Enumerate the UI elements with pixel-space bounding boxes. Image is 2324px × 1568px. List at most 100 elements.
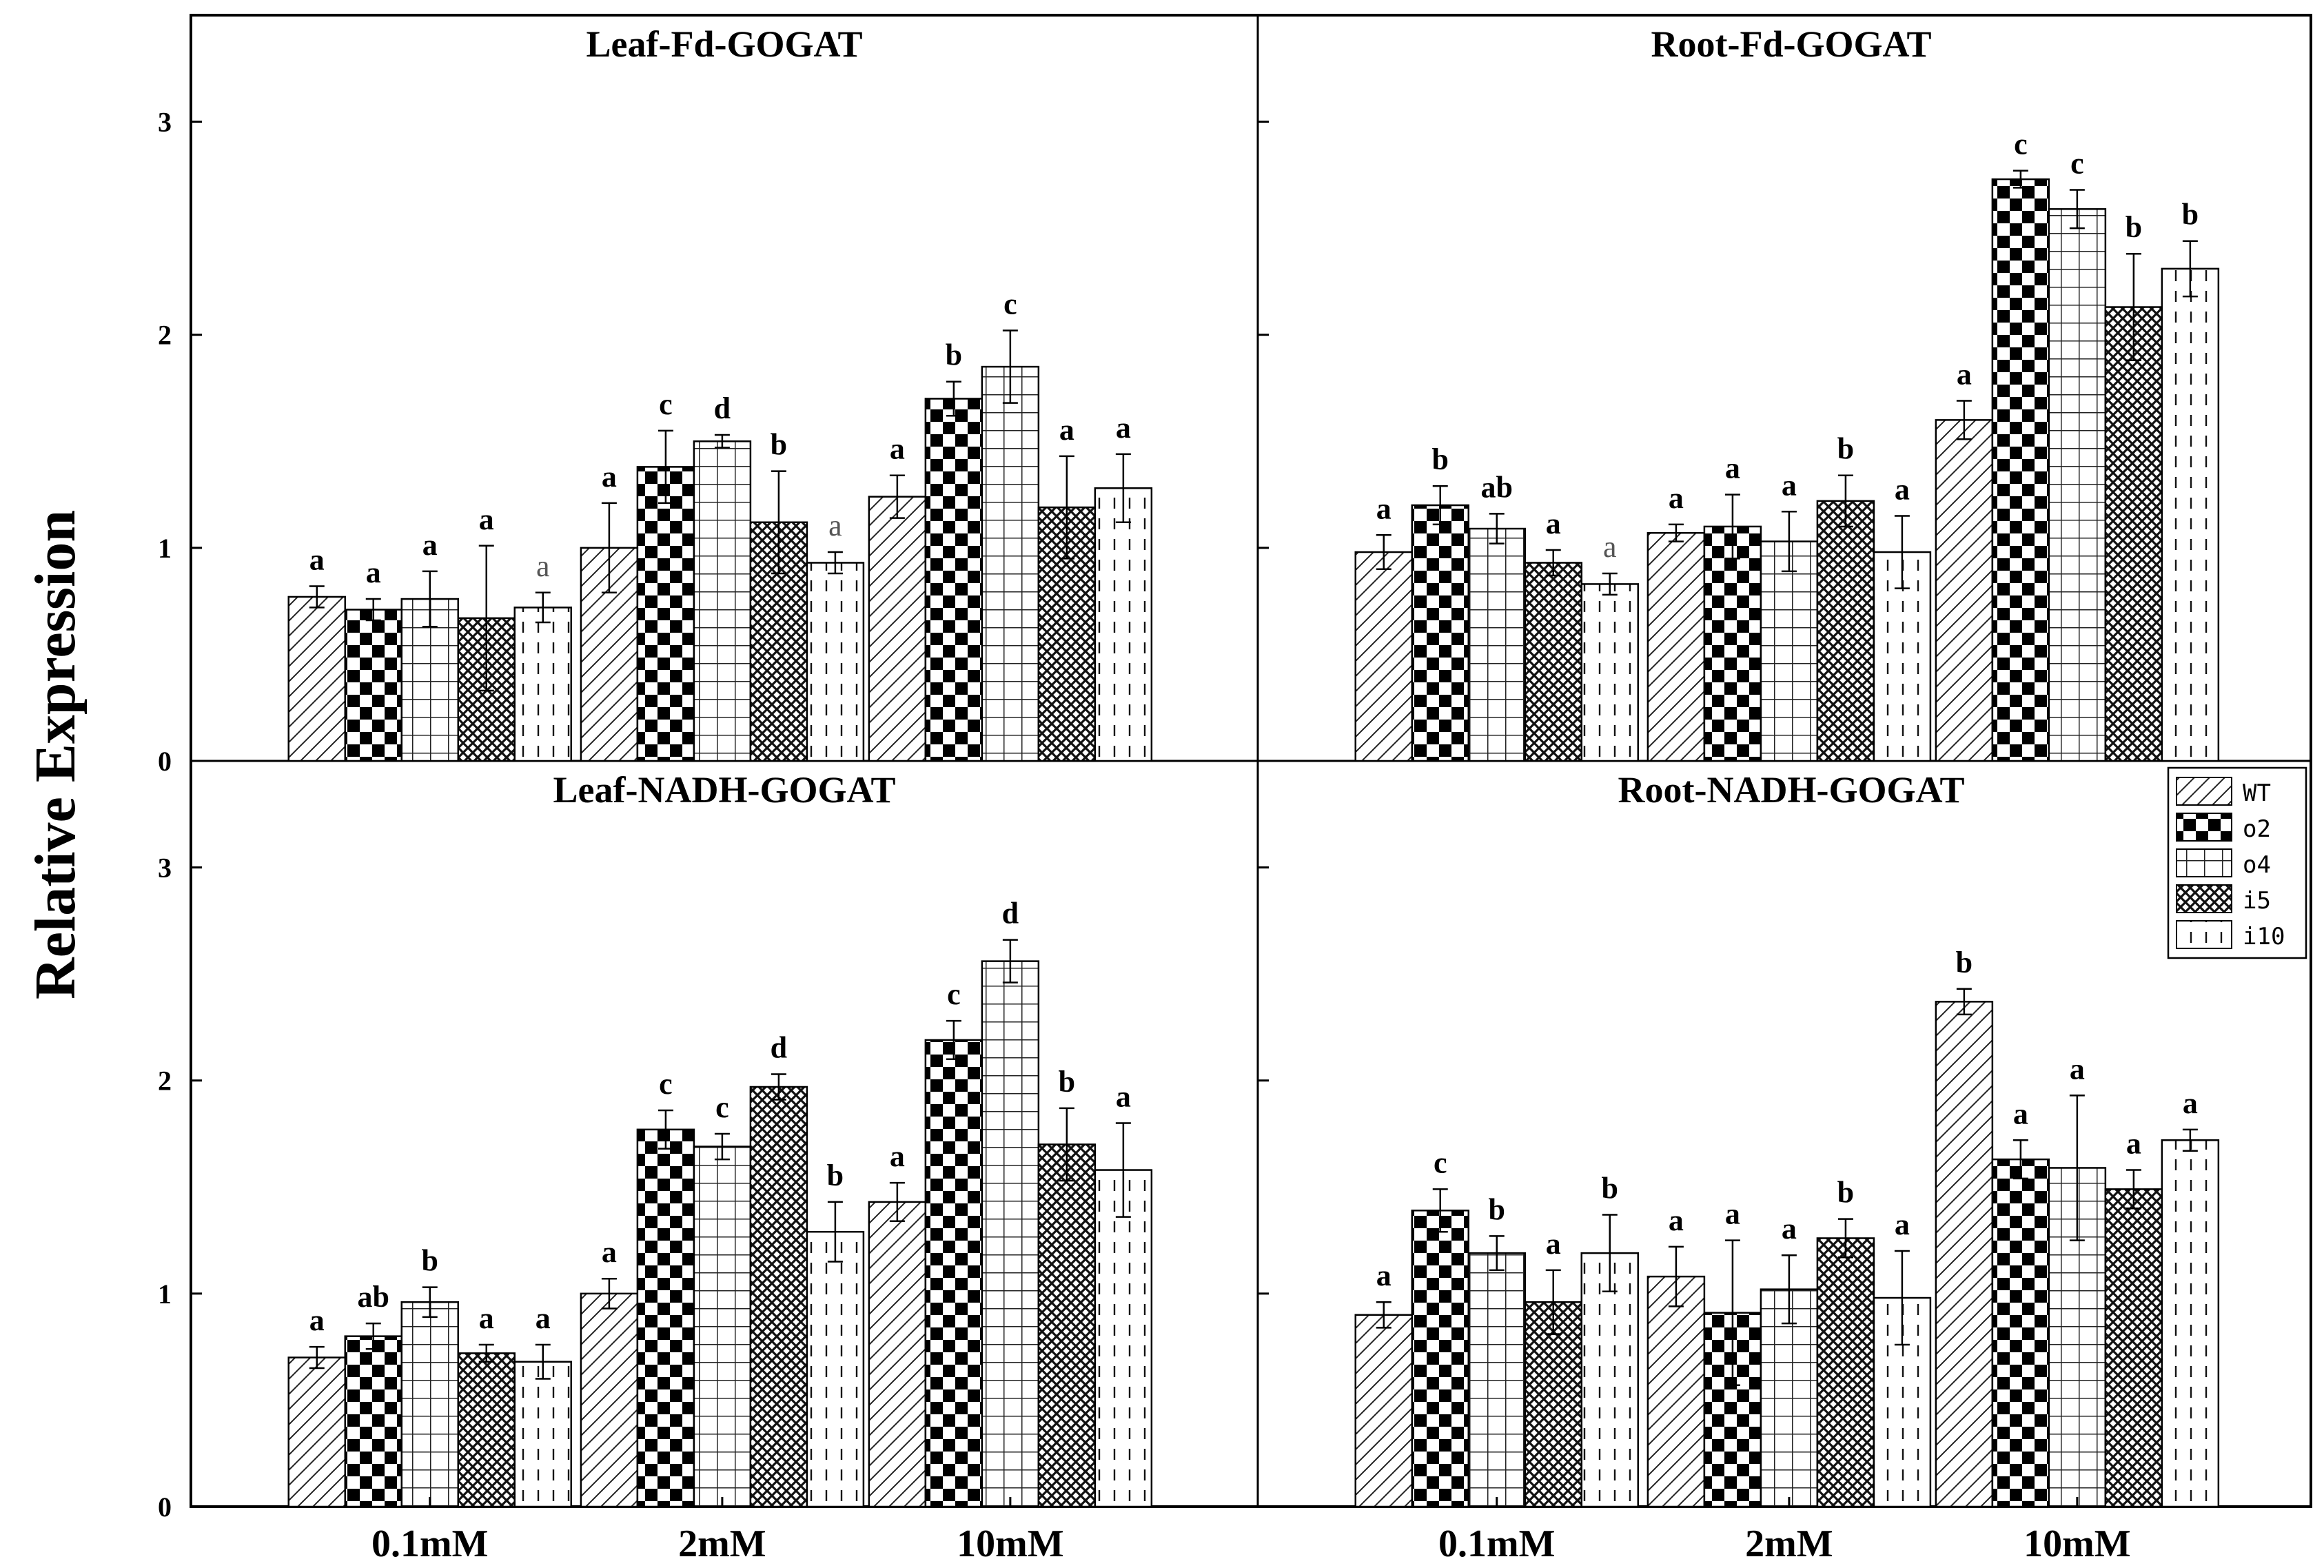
- significance-label: a: [536, 1301, 551, 1335]
- x-category-label-2mm: 2mM: [1745, 1523, 1833, 1565]
- bar-root-fd-gogat-2mm-i5: [1816, 500, 1875, 762]
- significance-label: a: [1546, 1227, 1561, 1261]
- significance-label: c: [2070, 146, 2084, 180]
- bar-root-nadh-gogat-0-1mm-o4: [1467, 1252, 1527, 1508]
- bar-root-nadh-gogat-10mm-wt: [1935, 1001, 1994, 1508]
- legend-label-wt: WT: [2243, 780, 2271, 807]
- significance-label: a: [309, 1303, 325, 1337]
- panel-title-root-nadh-gogat: Root-NADH-GOGAT: [1618, 769, 1965, 811]
- significance-label: b: [1956, 946, 1973, 979]
- bar-root-fd-gogat-0-1mm-i10: [1580, 583, 1640, 762]
- significance-label: ab: [358, 1280, 389, 1314]
- legend-swatch-o2: [2176, 813, 2232, 842]
- bar-leaf-nadh-gogat-0-1mm-o2: [344, 1335, 403, 1508]
- significance-label: a: [602, 460, 617, 493]
- significance-label: c: [715, 1090, 729, 1124]
- bar-root-nadh-gogat-2mm-wt: [1647, 1275, 1706, 1508]
- bar-leaf-nadh-gogat-2mm-o4: [693, 1146, 752, 1508]
- legend-label-o2: o2: [2243, 815, 2271, 843]
- significance-label: a: [1669, 1203, 1684, 1237]
- legend-swatch-i10: [2176, 920, 2232, 949]
- significance-label: a: [1782, 468, 1797, 502]
- significance-label: a: [2070, 1052, 2085, 1086]
- significance-label: a: [366, 556, 381, 589]
- bar-leaf-fd-gogat-10mm-o4: [981, 365, 1040, 762]
- significance-label: a: [1116, 1080, 1131, 1114]
- bar-root-fd-gogat-10mm-wt: [1935, 419, 1994, 762]
- significance-label: a: [536, 549, 550, 583]
- bar-leaf-fd-gogat-2mm-o4: [693, 440, 752, 762]
- x-category-label-10mm: 10mM: [957, 1523, 1064, 1565]
- bar-leaf-nadh-gogat-2mm-i5: [749, 1086, 808, 1508]
- legend-swatch-i5: [2176, 884, 2232, 913]
- significance-label: a: [479, 1301, 494, 1335]
- significance-label: a: [422, 528, 438, 562]
- significance-label: d: [1002, 897, 1019, 930]
- bar-leaf-fd-gogat-0-1mm-wt: [287, 595, 347, 762]
- significance-label: c: [947, 977, 961, 1011]
- x-category-label-0-1mm: 0.1mM: [1438, 1523, 1556, 1565]
- significance-label: a: [1546, 507, 1561, 540]
- significance-label: a: [890, 432, 905, 466]
- significance-label: c: [2014, 128, 2028, 161]
- significance-label: a: [1725, 1197, 1740, 1231]
- significance-label: a: [828, 509, 842, 542]
- bar-root-nadh-gogat-10mm-i10: [2161, 1139, 2220, 1508]
- bar-root-nadh-gogat-2mm-o4: [1760, 1288, 1819, 1508]
- significance-label: a: [1376, 491, 1392, 525]
- significance-label: b: [2126, 210, 2142, 244]
- bar-root-nadh-gogat-10mm-i5: [2104, 1188, 2163, 1508]
- bar-leaf-fd-gogat-0-1mm-o2: [344, 609, 403, 762]
- bar-root-fd-gogat-2mm-o4: [1760, 540, 1819, 762]
- panel-title-leaf-fd-gogat: Leaf-Fd-GOGAT: [587, 23, 863, 65]
- bar-root-fd-gogat-10mm-i5: [2104, 306, 2163, 762]
- significance-label: a: [2013, 1097, 2028, 1130]
- significance-label: a: [1059, 413, 1074, 447]
- legend-swatch-o4: [2176, 848, 2232, 877]
- significance-label: c: [659, 1067, 673, 1101]
- bar-root-fd-gogat-10mm-o2: [1991, 178, 2050, 762]
- y-tick-label: 3: [158, 853, 172, 884]
- legend-label-i5: i5: [2243, 887, 2271, 915]
- legend-label-o4: o4: [2243, 851, 2271, 879]
- bar-root-nadh-gogat-0-1mm-i10: [1580, 1252, 1640, 1508]
- y-tick-label: 1: [158, 1279, 172, 1310]
- significance-label: b: [422, 1244, 438, 1278]
- significance-label: a: [1782, 1212, 1797, 1245]
- significance-label: a: [1895, 1208, 1910, 1241]
- significance-label: d: [714, 391, 731, 425]
- bar-leaf-fd-gogat-10mm-o2: [924, 398, 983, 762]
- bar-root-nadh-gogat-2mm-i5: [1816, 1237, 1875, 1508]
- y-axis-label: Relative Expression: [23, 510, 88, 999]
- panel-title-leaf-nadh-gogat: Leaf-NADH-GOGAT: [553, 769, 896, 811]
- bar-root-fd-gogat-0-1mm-o2: [1411, 504, 1470, 762]
- y-tick-label: 1: [158, 533, 172, 564]
- bar-leaf-nadh-gogat-2mm-wt: [580, 1292, 639, 1508]
- bar-leaf-nadh-gogat-2mm-o2: [636, 1128, 695, 1508]
- significance-label: a: [1603, 530, 1617, 564]
- legend-swatch-wt: [2176, 777, 2232, 806]
- bar-root-fd-gogat-10mm-i10: [2161, 267, 2220, 762]
- x-category-label-2mm: 2mM: [678, 1523, 766, 1565]
- significance-label: b: [946, 338, 962, 372]
- significance-label: a: [1725, 451, 1740, 485]
- x-category-label-10mm: 10mM: [2024, 1523, 2131, 1565]
- significance-label: c: [659, 387, 673, 421]
- bar-leaf-fd-gogat-2mm-o2: [636, 466, 695, 762]
- bar-root-nadh-gogat-0-1mm-wt: [1354, 1314, 1414, 1508]
- significance-label: b: [827, 1159, 844, 1192]
- bar-root-fd-gogat-0-1mm-i5: [1524, 562, 1583, 762]
- bar-leaf-nadh-gogat-10mm-wt: [868, 1201, 927, 1508]
- bar-root-fd-gogat-2mm-wt: [1647, 531, 1706, 762]
- significance-label: a: [309, 543, 325, 577]
- legend-label-i10: i10: [2243, 923, 2285, 950]
- significance-label: b: [1837, 1176, 1854, 1210]
- bar-root-fd-gogat-2mm-o2: [1703, 525, 1762, 762]
- bar-leaf-nadh-gogat-0-1mm-i10: [513, 1361, 573, 1508]
- bar-leaf-nadh-gogat-0-1mm-i5: [457, 1352, 516, 1508]
- significance-label: b: [1432, 442, 1449, 476]
- y-tick-label: 2: [158, 1066, 172, 1097]
- x-category-label-0-1mm: 0.1mM: [371, 1523, 489, 1565]
- significance-label: a: [1376, 1259, 1392, 1292]
- significance-label: a: [1116, 411, 1131, 445]
